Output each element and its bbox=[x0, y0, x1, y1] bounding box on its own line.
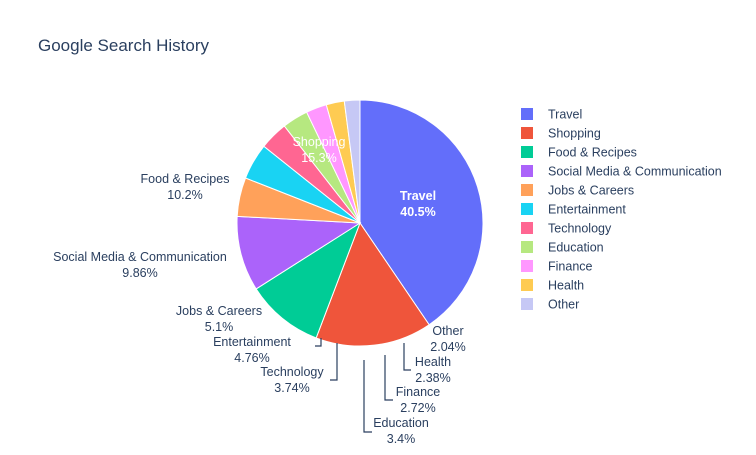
legend-swatch-travel bbox=[521, 108, 533, 120]
legend-swatch-finance bbox=[521, 260, 533, 272]
slice-percent-other: 2.04% bbox=[430, 340, 465, 354]
legend-label-travel: Travel bbox=[548, 108, 582, 122]
slice-label-social-media-communication: Social Media & Communication bbox=[53, 250, 227, 264]
slice-travel[interactable] bbox=[359, 99, 484, 326]
legend-item-shopping[interactable]: Shopping bbox=[521, 127, 601, 141]
legend-item-entertainment[interactable]: Entertainment bbox=[521, 203, 626, 217]
legend-item-education[interactable]: Education bbox=[521, 241, 604, 255]
slice-label-jobs-careers: Jobs & Careers bbox=[176, 304, 262, 318]
slice-percent-technology: 3.74% bbox=[274, 381, 309, 395]
slice-percent-travel: 40.5% bbox=[400, 205, 435, 219]
legend-swatch-education bbox=[521, 241, 533, 253]
legend-swatch-food-recipes bbox=[521, 146, 533, 158]
legend-item-technology[interactable]: Technology bbox=[521, 222, 612, 236]
slice-percent-entertainment: 4.76% bbox=[234, 351, 269, 365]
slice-percent-food-recipes: 10.2% bbox=[167, 188, 202, 202]
legend-label-health: Health bbox=[548, 279, 584, 293]
slice-label-other: Other bbox=[432, 324, 463, 338]
label-leader-lines bbox=[315, 338, 411, 433]
legend-item-food-recipes[interactable]: Food & Recipes bbox=[521, 146, 637, 160]
chart-title: Google Search History bbox=[38, 36, 210, 55]
legend-item-health[interactable]: Health bbox=[521, 279, 584, 293]
legend-item-other[interactable]: Other bbox=[521, 298, 579, 312]
slice-food-recipes[interactable] bbox=[255, 221, 362, 339]
slice-percent-finance: 2.72% bbox=[400, 401, 435, 415]
legend-label-technology: Technology bbox=[548, 222, 612, 236]
slice-social-media-communication[interactable] bbox=[236, 215, 362, 290]
legend-label-social-media-communication: Social Media & Communication bbox=[548, 165, 722, 179]
slice-percent-health: 2.38% bbox=[415, 371, 450, 385]
legend-swatch-shopping bbox=[521, 127, 533, 139]
legend-item-jobs-careers[interactable]: Jobs & Careers bbox=[521, 184, 634, 198]
legend-label-food-recipes: Food & Recipes bbox=[548, 146, 637, 160]
pie-slices bbox=[236, 99, 484, 347]
slice-percent-jobs-careers: 5.1% bbox=[205, 320, 234, 334]
legend-item-travel[interactable]: Travel bbox=[521, 108, 582, 122]
slice-label-finance: Finance bbox=[396, 385, 441, 399]
legend-label-finance: Finance bbox=[548, 260, 593, 274]
legend-swatch-health bbox=[521, 279, 533, 291]
slice-percent-shopping: 15.3% bbox=[301, 151, 336, 165]
leader-line-finance bbox=[384, 355, 393, 401]
slice-other[interactable] bbox=[343, 99, 361, 224]
legend-swatch-technology bbox=[521, 222, 533, 234]
slice-label-travel: Travel bbox=[400, 189, 436, 203]
leader-line-technology bbox=[330, 343, 338, 381]
slice-label-food-recipes: Food & Recipes bbox=[141, 172, 230, 186]
slice-percent-education: 3.4% bbox=[387, 432, 416, 446]
legend-swatch-social-media-communication bbox=[521, 165, 533, 177]
leader-line-entertainment bbox=[315, 338, 322, 347]
slice-label-technology: Technology bbox=[260, 365, 324, 379]
legend-label-education: Education bbox=[548, 241, 604, 255]
slice-shopping[interactable] bbox=[315, 221, 430, 347]
slice-label-shopping: Shopping bbox=[293, 135, 346, 149]
legend-label-jobs-careers: Jobs & Careers bbox=[548, 184, 634, 198]
legend-label-other: Other bbox=[548, 298, 579, 312]
leader-line-health bbox=[403, 343, 411, 371]
legend-label-entertainment: Entertainment bbox=[548, 203, 626, 217]
legend-swatch-jobs-careers bbox=[521, 184, 533, 196]
slice-label-entertainment: Entertainment bbox=[213, 335, 291, 349]
legend-swatch-entertainment bbox=[521, 203, 533, 215]
legend-label-shopping: Shopping bbox=[548, 127, 601, 141]
legend-item-social-media-communication[interactable]: Social Media & Communication bbox=[521, 165, 722, 179]
legend[interactable]: Travel Shopping Food & Recipes Social Media… bbox=[521, 108, 722, 312]
legend-swatch-other bbox=[521, 298, 533, 310]
slice-label-health: Health bbox=[415, 355, 451, 369]
legend-item-finance[interactable]: Finance bbox=[521, 260, 593, 274]
slice-percent-social-media-communication: 9.86% bbox=[122, 266, 157, 280]
slice-labels: Travel 40.5% Shopping 15.3% Food & Recipes 10… bbox=[53, 135, 466, 446]
slice-label-education: Education bbox=[373, 416, 429, 430]
leader-line-education bbox=[363, 360, 372, 433]
